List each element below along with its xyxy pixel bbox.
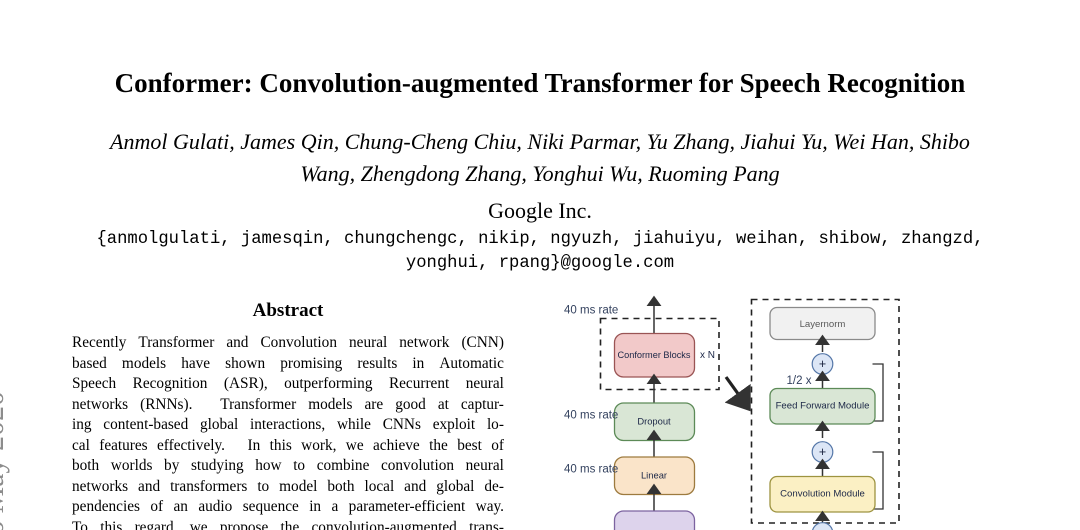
svg-text:Layernorm: Layernorm	[800, 319, 846, 330]
svg-text:1/2 x: 1/2 x	[787, 375, 812, 387]
svg-text:Feed Forward Module: Feed Forward Module	[776, 401, 870, 412]
svg-text:+: +	[819, 357, 826, 371]
svg-text:40 ms rate: 40 ms rate	[564, 464, 618, 476]
svg-text:+: +	[819, 445, 826, 459]
svg-text:x N: x N	[700, 350, 715, 361]
svg-text:40 ms rate: 40 ms rate	[564, 410, 618, 422]
svg-text:Convolution Module: Convolution Module	[780, 489, 865, 500]
svg-text:Conformer Blocks: Conformer Blocks	[617, 350, 690, 360]
svg-text:Dropout: Dropout	[637, 416, 671, 427]
svg-text:40 ms rate: 40 ms rate	[564, 305, 618, 317]
svg-text:Linear: Linear	[641, 470, 667, 481]
